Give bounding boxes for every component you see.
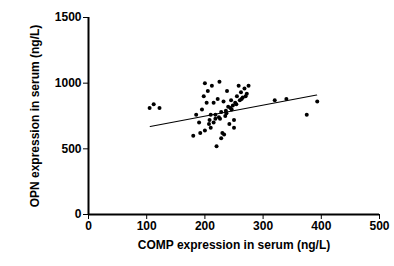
- svg-text:0: 0: [75, 207, 82, 221]
- svg-text:COMP expression in serum (ng/L: COMP expression in serum (ng/L): [138, 238, 330, 252]
- svg-text:300: 300: [253, 219, 273, 233]
- svg-text:1500: 1500: [55, 10, 82, 24]
- svg-text:1000: 1000: [55, 76, 82, 90]
- svg-text:OPN expression in serum (ng/L): OPN expression in serum (ng/L): [28, 25, 42, 208]
- svg-text:0: 0: [85, 219, 92, 233]
- svg-text:200: 200: [195, 219, 215, 233]
- svg-text:500: 500: [369, 219, 389, 233]
- svg-text:100: 100: [137, 219, 157, 233]
- svg-text:400: 400: [311, 219, 331, 233]
- svg-text:500: 500: [61, 142, 81, 156]
